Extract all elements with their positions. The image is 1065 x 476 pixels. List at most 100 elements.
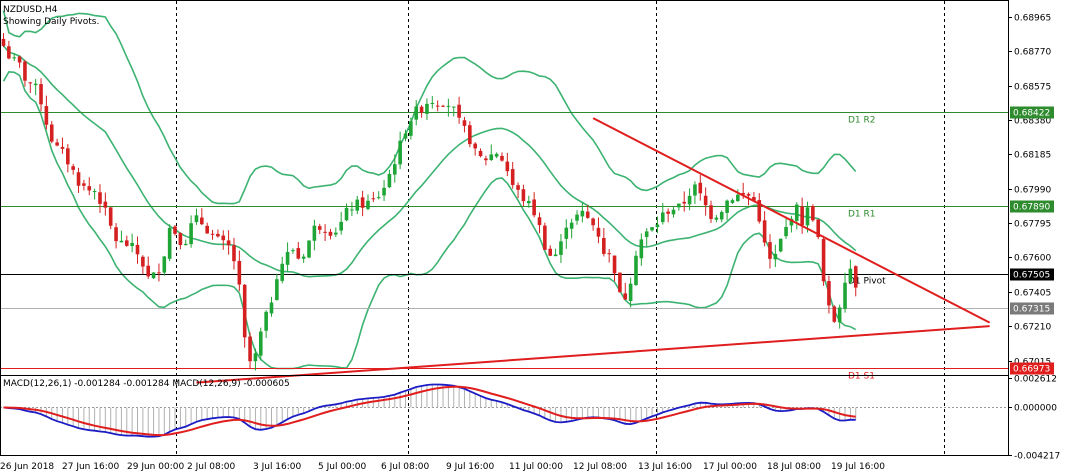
candle-body <box>398 140 402 165</box>
candle-body <box>709 205 713 219</box>
candle-body <box>7 46 11 59</box>
candle-body <box>124 240 129 246</box>
candle-body <box>435 105 440 107</box>
candle-body <box>451 106 456 108</box>
candle-body <box>382 187 386 196</box>
candle-body <box>725 200 729 213</box>
level-name: D1 S1 <box>848 372 875 382</box>
current-price-tag-value: 0.67315 <box>1013 305 1050 315</box>
x-tick-label: 6 Jul 08:00 <box>381 462 430 472</box>
x-tick-label: 3 Jul 16:00 <box>253 462 302 472</box>
candle-body <box>344 207 349 221</box>
candle-body <box>612 255 617 274</box>
trendlines <box>196 117 991 384</box>
candle-body <box>510 169 515 185</box>
pivot-levels: D1 R2 D1 R1 D1 Pivot D1 S1 <box>0 112 1008 382</box>
trendline <box>592 117 991 324</box>
candle-body <box>564 227 569 239</box>
candle-body <box>650 227 654 231</box>
candle-body <box>537 217 542 226</box>
plot-frame <box>0 0 1009 456</box>
chart-symbol: NZDUSD,H4 <box>3 5 58 15</box>
candle-body <box>730 200 735 203</box>
candle-body <box>44 106 49 125</box>
x-tick-label: 17 Jul 00:00 <box>703 462 757 472</box>
x-tick-label: 2 Jul 08:00 <box>187 462 236 472</box>
candle-body <box>221 235 226 241</box>
level-name: D1 R2 <box>848 116 876 126</box>
macd-y-tick-label: 0.000000 <box>1014 404 1057 414</box>
candle-body <box>183 243 188 246</box>
candle-body <box>49 124 54 142</box>
bollinger-lower <box>2 70 857 370</box>
candle-body <box>1 38 6 46</box>
y-tick-label: 0.67795 <box>1014 220 1051 230</box>
candle-body <box>441 105 445 107</box>
candle-body <box>703 195 708 206</box>
macd-y-tick-label: 0.002612 <box>1014 375 1057 385</box>
candle-body <box>639 239 644 259</box>
candle-body <box>194 215 199 223</box>
candle-body <box>17 56 22 63</box>
x-tick-label: 27 Jun 16:00 <box>62 462 119 472</box>
candle-body <box>585 211 590 218</box>
price-tags: 0.68422 0.67890 0.67505 0.66973 0.67315 <box>1010 106 1054 375</box>
price-axis: 0.68965 0.68770 0.68575 0.68380 0.68185 0.679… <box>1008 14 1060 462</box>
candle-body <box>848 268 853 282</box>
x-tick-label: 9 Jul 16:00 <box>446 462 495 472</box>
candle-body <box>671 209 676 215</box>
candle-body <box>500 155 504 161</box>
candle-body <box>687 195 692 205</box>
x-tick-label: 18 Jul 08:00 <box>767 462 821 472</box>
level-name: D1 Pivot <box>848 277 886 287</box>
bollinger-bands <box>2 10 857 370</box>
candle-body <box>693 184 697 196</box>
candle-body <box>226 240 231 246</box>
candle-body <box>794 204 799 221</box>
y-tick-label: 0.68575 <box>1014 83 1051 93</box>
candle-body <box>376 197 381 199</box>
candle-body <box>853 266 858 288</box>
candle-body <box>296 248 301 259</box>
candle-body <box>682 201 687 204</box>
candle-body <box>677 203 681 208</box>
candle-body <box>789 218 794 226</box>
price-tag-bg <box>1010 268 1054 281</box>
x-tick-label: 26 Jun 2018 <box>0 462 54 472</box>
y-tick-label: 0.68965 <box>1014 14 1051 24</box>
candle-body <box>752 197 756 201</box>
candle-body <box>355 199 360 211</box>
candle-body <box>334 232 338 235</box>
candle-body <box>543 225 547 250</box>
candle-body <box>478 150 483 157</box>
price-tag-bg <box>1010 106 1054 119</box>
candle-body <box>23 61 27 81</box>
current-price-tag-bg <box>1010 302 1054 315</box>
y-tick-label: 0.67405 <box>1014 289 1051 299</box>
candle-body <box>414 106 419 120</box>
candle-body <box>446 105 451 107</box>
candle-body <box>714 217 719 220</box>
candle-body <box>430 102 435 104</box>
candle-body <box>264 311 268 331</box>
candle-body <box>521 189 526 202</box>
trendline <box>196 325 990 384</box>
candle-body <box>151 272 156 279</box>
bollinger-upper <box>2 10 857 205</box>
candle-body <box>419 106 424 113</box>
candle-body <box>494 153 499 157</box>
candle-body <box>275 279 279 301</box>
candle-body <box>628 283 633 301</box>
candle-body <box>317 226 322 230</box>
price-tag-value: 0.67505 <box>1013 271 1050 281</box>
macd-line <box>3 383 856 438</box>
candle-body <box>108 207 113 226</box>
candle-body <box>655 224 660 228</box>
y-tick-label: 0.68185 <box>1014 151 1051 161</box>
candle-body <box>242 284 247 338</box>
candle-body <box>468 125 472 145</box>
candle-body <box>821 239 826 282</box>
candle-body <box>178 233 183 246</box>
candle-body <box>135 244 140 255</box>
macd-title: MACD(12,26,1) -0.001284 -0.001284 MACD(1… <box>3 379 290 389</box>
